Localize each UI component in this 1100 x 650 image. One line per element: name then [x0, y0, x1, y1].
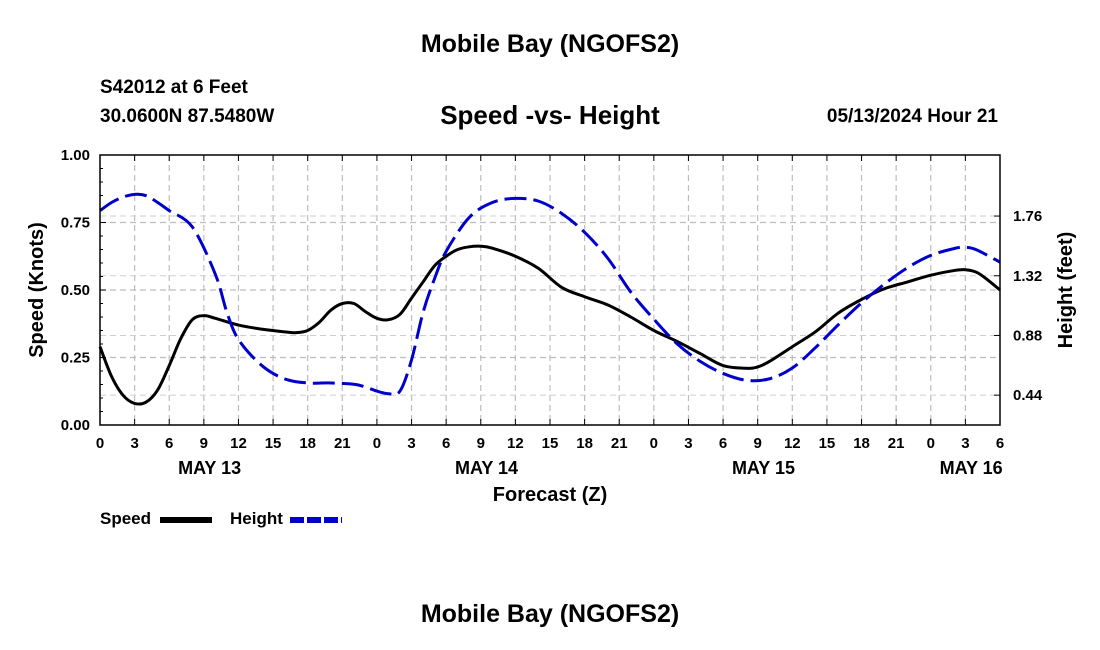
right-tick-label: 1.32 — [1013, 268, 1042, 285]
x-tick-label: 0 — [96, 435, 104, 452]
x-tick-label: 15 — [265, 435, 282, 452]
x-tick-label: 9 — [477, 435, 485, 452]
left-tick-label: 0.25 — [61, 350, 90, 367]
x-tick-label: 15 — [542, 435, 559, 452]
legend-speed-label: Speed — [100, 509, 152, 528]
right-tick-label: 1.76 — [1013, 208, 1042, 225]
x-tick-label: 6 — [442, 435, 450, 452]
chart-series-layer — [98, 192, 1001, 406]
x-tick-label: 12 — [507, 435, 524, 452]
x-tick-label: 0 — [927, 435, 935, 452]
station-label: S42012 at 6 Feet — [100, 77, 248, 98]
x-tick-label: 21 — [611, 435, 628, 452]
legend-height-label: Height — [230, 509, 283, 528]
day-label: MAY 16 — [940, 458, 1003, 478]
x-tick-label: 3 — [684, 435, 692, 452]
x-tick-label: 0 — [650, 435, 658, 452]
right-axis-label: Height (feet) — [1055, 232, 1077, 349]
x-tick-label: 3 — [130, 435, 138, 452]
left-tick-label: 0.50 — [61, 282, 90, 299]
x-tick-label: 3 — [961, 435, 969, 452]
speed-series-line — [98, 244, 1001, 406]
chart-ticks — [99, 154, 1001, 426]
chart-main-title: Mobile Bay (NGOFS2) — [420, 30, 680, 58]
x-tick-label: 0 — [373, 435, 381, 452]
height-series-line — [99, 192, 1001, 397]
x-tick-label: 18 — [853, 435, 870, 452]
chart-footer-title: Mobile Bay (NGOFS2) — [420, 600, 680, 628]
day-label: MAY 13 — [178, 458, 241, 478]
x-tick-label: 9 — [200, 435, 208, 452]
x-tick-label: 12 — [230, 435, 247, 452]
x-tick-label: 9 — [754, 435, 762, 452]
day-label: MAY 15 — [732, 458, 795, 478]
coordinates-label: 30.0600N 87.5480W — [100, 106, 275, 127]
left-tick-label: 0.75 — [61, 215, 90, 232]
day-label: MAY 14 — [455, 458, 518, 478]
forecast-datetime: 05/13/2024 Hour 21 — [826, 106, 998, 127]
chart-grid — [100, 155, 1000, 425]
chart-subtitle: Speed -vs- Height — [440, 100, 660, 130]
x-tick-label: 3 — [407, 435, 415, 452]
right-tick-label: 0.88 — [1013, 327, 1042, 344]
left-axis-label: Speed (Knots) — [26, 222, 48, 358]
x-tick-label: 6 — [719, 435, 727, 452]
x-axis-label: Forecast (Z) — [493, 484, 607, 506]
x-tick-label: 15 — [819, 435, 836, 452]
x-tick-label: 12 — [784, 435, 801, 452]
left-tick-label: 0.00 — [61, 417, 90, 434]
chart-labels: 0 3 6 9 12 15 18 21 0 3 6 9 12 15 18 21 0 3 6 9 12 15 18 21 0 3 6 0… — [26, 147, 1077, 506]
x-tick-label: 21 — [888, 435, 905, 452]
x-tick-label: 6 — [996, 435, 1004, 452]
x-tick-label: 21 — [334, 435, 351, 452]
x-tick-label: 18 — [299, 435, 316, 452]
x-tick-label: 6 — [165, 435, 173, 452]
left-tick-label: 1.00 — [61, 147, 90, 164]
right-tick-label: 0.44 — [1013, 387, 1043, 404]
x-tick-label: 18 — [576, 435, 593, 452]
